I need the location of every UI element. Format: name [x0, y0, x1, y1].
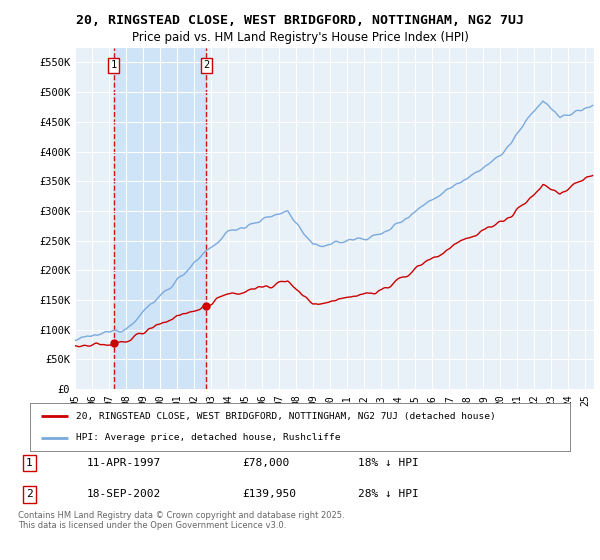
Text: £139,950: £139,950 — [242, 489, 296, 500]
Text: Price paid vs. HM Land Registry's House Price Index (HPI): Price paid vs. HM Land Registry's House … — [131, 31, 469, 44]
Text: 1: 1 — [26, 458, 32, 468]
Text: £78,000: £78,000 — [242, 458, 290, 468]
Text: 20, RINGSTEAD CLOSE, WEST BRIDGFORD, NOTTINGHAM, NG2 7UJ: 20, RINGSTEAD CLOSE, WEST BRIDGFORD, NOT… — [76, 14, 524, 27]
Text: 11-APR-1997: 11-APR-1997 — [87, 458, 161, 468]
Text: 28% ↓ HPI: 28% ↓ HPI — [358, 489, 418, 500]
Text: 2: 2 — [203, 60, 209, 71]
Text: 2: 2 — [26, 489, 32, 500]
Text: 20, RINGSTEAD CLOSE, WEST BRIDGFORD, NOTTINGHAM, NG2 7UJ (detached house): 20, RINGSTEAD CLOSE, WEST BRIDGFORD, NOT… — [76, 412, 496, 421]
Text: Contains HM Land Registry data © Crown copyright and database right 2025.
This d: Contains HM Land Registry data © Crown c… — [18, 511, 344, 530]
Bar — [113, 48, 206, 389]
Text: HPI: Average price, detached house, Rushcliffe: HPI: Average price, detached house, Rush… — [76, 433, 340, 442]
Text: 18% ↓ HPI: 18% ↓ HPI — [358, 458, 418, 468]
Text: 1: 1 — [110, 60, 117, 71]
Text: 18-SEP-2002: 18-SEP-2002 — [87, 489, 161, 500]
